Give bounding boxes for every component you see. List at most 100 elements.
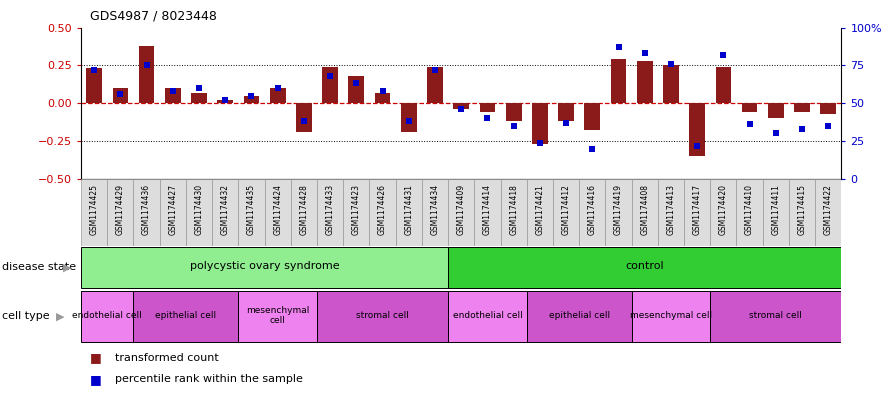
Bar — [401, 103, 417, 132]
Text: endothelial cell: endothelial cell — [453, 311, 522, 320]
Bar — [191, 93, 207, 103]
Bar — [134, 290, 239, 342]
Text: percentile rank within the sample: percentile rank within the sample — [115, 374, 302, 384]
Bar — [500, 179, 527, 246]
Bar — [788, 179, 815, 246]
Bar — [632, 290, 710, 342]
Bar — [559, 103, 574, 121]
Text: GSM1174434: GSM1174434 — [431, 184, 440, 235]
Text: GSM1174419: GSM1174419 — [614, 184, 623, 235]
Bar — [159, 179, 186, 246]
Text: GSM1174436: GSM1174436 — [142, 184, 152, 235]
Bar — [448, 179, 474, 246]
Text: epithelial cell: epithelial cell — [155, 311, 217, 320]
Bar — [107, 179, 134, 246]
Text: GSM1174433: GSM1174433 — [326, 184, 335, 235]
Text: ▶: ▶ — [63, 262, 72, 272]
Text: cell type: cell type — [2, 311, 49, 321]
Text: GSM1174428: GSM1174428 — [300, 184, 308, 235]
Bar — [81, 247, 448, 288]
Text: polycystic ovary syndrome: polycystic ovary syndrome — [189, 261, 339, 272]
Text: epithelial cell: epithelial cell — [549, 311, 610, 320]
Bar — [611, 59, 626, 103]
Bar — [239, 179, 264, 246]
Bar — [317, 290, 448, 342]
Bar — [506, 103, 522, 121]
Bar — [138, 46, 154, 103]
Bar — [369, 179, 396, 246]
Bar — [134, 179, 159, 246]
Text: stromal cell: stromal cell — [750, 311, 803, 320]
Bar — [81, 179, 107, 246]
Text: GSM1174417: GSM1174417 — [692, 184, 701, 235]
Text: mesenchymal cell: mesenchymal cell — [630, 311, 712, 320]
Text: GSM1174423: GSM1174423 — [352, 184, 361, 235]
Text: GSM1174425: GSM1174425 — [90, 184, 99, 235]
Bar — [454, 103, 469, 109]
Bar — [239, 290, 317, 342]
Bar — [86, 68, 102, 103]
Text: GSM1174412: GSM1174412 — [561, 184, 571, 235]
Bar — [317, 179, 344, 246]
Text: GSM1174426: GSM1174426 — [378, 184, 387, 235]
Text: GSM1174411: GSM1174411 — [771, 184, 781, 235]
Text: GSM1174424: GSM1174424 — [273, 184, 282, 235]
Bar — [632, 179, 658, 246]
Text: ■: ■ — [90, 373, 101, 386]
Bar — [396, 179, 422, 246]
Text: stromal cell: stromal cell — [356, 311, 409, 320]
Bar — [165, 88, 181, 103]
Text: GDS4987 / 8023448: GDS4987 / 8023448 — [90, 10, 217, 23]
Bar — [553, 179, 579, 246]
Bar — [427, 67, 443, 103]
Text: control: control — [626, 261, 664, 272]
Bar — [474, 179, 500, 246]
Bar — [689, 103, 705, 156]
Bar — [584, 103, 600, 130]
Bar — [479, 103, 495, 112]
Bar — [737, 179, 763, 246]
Text: GSM1174435: GSM1174435 — [247, 184, 256, 235]
Bar — [349, 76, 364, 103]
Bar — [605, 179, 632, 246]
Bar — [684, 179, 710, 246]
Bar — [637, 61, 653, 103]
Bar — [794, 103, 810, 112]
Bar — [291, 179, 317, 246]
Bar — [763, 179, 788, 246]
Text: GSM1174430: GSM1174430 — [195, 184, 204, 235]
Bar — [270, 88, 285, 103]
Text: GSM1174414: GSM1174414 — [483, 184, 492, 235]
Bar — [710, 179, 737, 246]
Text: GSM1174418: GSM1174418 — [509, 184, 518, 235]
Bar — [742, 103, 758, 112]
Bar — [710, 290, 841, 342]
Text: GSM1174410: GSM1174410 — [745, 184, 754, 235]
Text: GSM1174431: GSM1174431 — [404, 184, 413, 235]
Bar — [218, 100, 233, 103]
Bar — [815, 179, 841, 246]
Bar — [663, 65, 678, 103]
Bar — [296, 103, 312, 132]
Bar — [244, 95, 259, 103]
Bar — [715, 67, 731, 103]
Text: GSM1174429: GSM1174429 — [116, 184, 125, 235]
Bar — [768, 103, 784, 118]
Text: GSM1174415: GSM1174415 — [797, 184, 806, 235]
Text: GSM1174421: GSM1174421 — [536, 184, 544, 235]
Bar — [422, 179, 448, 246]
Bar — [322, 67, 338, 103]
Text: ■: ■ — [90, 351, 101, 364]
Text: GSM1174416: GSM1174416 — [588, 184, 596, 235]
Bar — [186, 179, 212, 246]
Bar — [344, 179, 369, 246]
Bar — [532, 103, 548, 144]
Text: GSM1174409: GSM1174409 — [456, 184, 466, 235]
Bar — [448, 290, 527, 342]
Text: mesenchymal
cell: mesenchymal cell — [246, 306, 309, 325]
Text: disease state: disease state — [2, 262, 76, 272]
Bar — [212, 179, 239, 246]
Bar — [527, 290, 632, 342]
Text: ▶: ▶ — [56, 311, 64, 321]
Bar — [113, 88, 129, 103]
